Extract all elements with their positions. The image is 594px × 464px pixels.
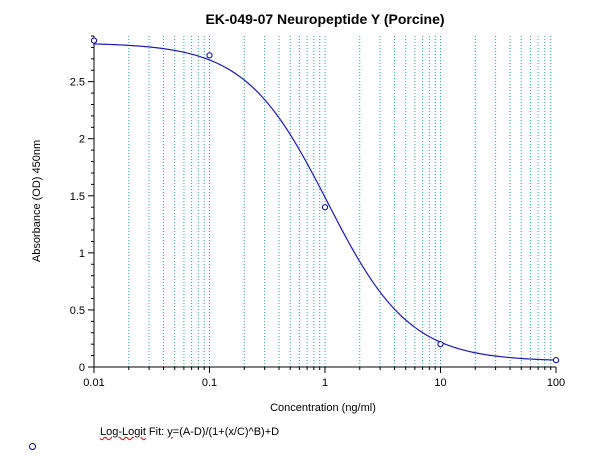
y-tick-label: 0 [79,362,85,374]
fit-y-label: y [167,426,173,438]
data-point [206,52,213,59]
data-points [90,37,560,364]
data-point [90,37,98,44]
fit-curve-group [93,43,557,361]
data-point [552,357,560,364]
x-tick-label: 0.01 [83,377,104,389]
legend-point-marker [29,443,36,450]
y-tick-label: 2.5 [70,77,85,89]
grid-lines [128,36,552,367]
fit-mid-label: Fit: [145,426,168,438]
axes [88,35,557,373]
x-axis-label: Concentration (ng/ml) [270,402,376,414]
x-tick-labels: 0.01 0.1 1 10 100 [83,377,565,389]
x-tick-label: 10 [434,377,446,389]
chart-title: EK-049-07 Neuropeptide Y (Porcine) [205,11,444,27]
y-tick-labels: 0 0.5 1 1.5 2 2.5 [70,77,85,374]
y-tick-label: 0.5 [70,305,85,317]
x-tick-label: 0.1 [202,377,217,389]
data-point [321,204,329,211]
fit-equation: Log-Logit Fit: y=(A-D)/(1+(x/C)^B)+D [100,426,279,438]
y-tick-label: 1 [79,248,85,260]
fit-curve [93,43,557,361]
fit-formula: =(A-D)/(1+(x/C)^B)+D [172,426,280,438]
data-point [437,341,444,348]
x-tick-label: 100 [547,377,565,389]
y-tick-label: 2 [79,134,85,146]
y-axis-label: Absorbance (OD) 450nm [31,140,43,262]
x-tick-label: 1 [322,377,328,389]
y-tick-label: 1.5 [70,191,85,203]
fit-method-label: Log-Logit [100,426,146,438]
